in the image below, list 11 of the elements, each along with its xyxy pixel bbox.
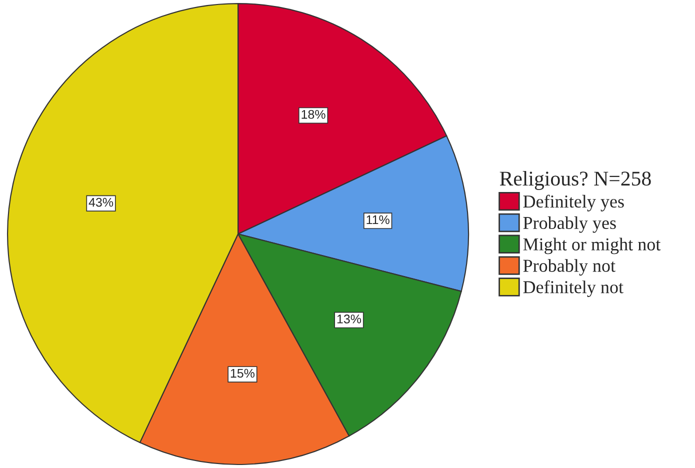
data-label: 11% bbox=[366, 215, 390, 224]
legend-label: Might or might not bbox=[523, 238, 661, 254]
data-label: 43% bbox=[88, 198, 114, 207]
legend-label: Probably not bbox=[523, 259, 616, 276]
data-label: 13% bbox=[337, 314, 362, 324]
legend-title: Religious? N=258 bbox=[500, 171, 651, 190]
legend-label: Definitely not bbox=[523, 280, 624, 297]
legend-label: Probably yes bbox=[523, 216, 616, 233]
data-label: 18% bbox=[302, 110, 326, 119]
legend-label: Definitely yes bbox=[523, 194, 624, 212]
data-label: 15% bbox=[230, 368, 255, 378]
